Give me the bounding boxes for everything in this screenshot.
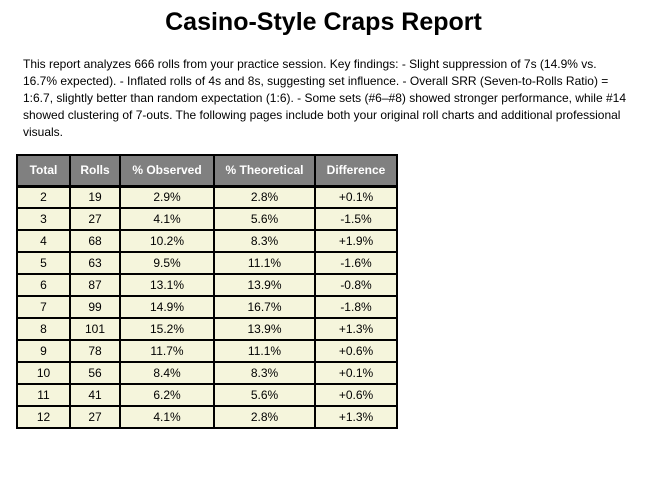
table-cell: 27 (69, 405, 121, 429)
table-cell: 13.1% (119, 273, 215, 297)
table-cell: 5.6% (213, 383, 316, 407)
table-row: 2 19 2.9% 2.8% +0.1% (16, 185, 398, 209)
table-cell: -1.8% (314, 295, 398, 319)
table-cell: 5 (16, 251, 71, 275)
column-header-total: Total (16, 154, 71, 188)
table-row: 11 41 6.2% 5.6% +0.6% (16, 383, 398, 407)
table-cell: +1.9% (314, 229, 398, 253)
table-cell: 2 (16, 185, 71, 209)
table-cell: +0.6% (314, 339, 398, 363)
report-summary: This report analyzes 666 rolls from your… (23, 57, 626, 139)
column-header-rolls: Rolls (69, 154, 121, 188)
table-cell: 63 (69, 251, 121, 275)
table-cell: 99 (69, 295, 121, 319)
table-cell: 2.9% (119, 185, 215, 209)
table-row: 3 27 4.1% 5.6% -1.5% (16, 207, 398, 231)
table-cell: 19 (69, 185, 121, 209)
table-cell: 13.9% (213, 273, 316, 297)
table-cell: -1.5% (314, 207, 398, 231)
column-header-difference: Difference (314, 154, 398, 188)
table-cell: 8.4% (119, 361, 215, 385)
report-page: Casino-Style Craps Report This report an… (0, 8, 647, 429)
table-cell: 11.1% (213, 251, 316, 275)
table-cell: 12 (16, 405, 71, 429)
table-cell: 11 (16, 383, 71, 407)
table-cell: 10 (16, 361, 71, 385)
table-cell: 9.5% (119, 251, 215, 275)
table-cell: +0.6% (314, 383, 398, 407)
table-row: 7 99 14.9% 16.7% -1.8% (16, 295, 398, 319)
table-cell: 16.7% (213, 295, 316, 319)
table-cell: +1.3% (314, 405, 398, 429)
table-cell: 68 (69, 229, 121, 253)
frequency-table-head-row: Total Rolls% Observed% Theoretical Differe… (16, 154, 398, 188)
table-cell: 8.3% (213, 229, 316, 253)
table-cell: +0.1% (314, 185, 398, 209)
frequency-table: Total Rolls% Observed% Theoretical Differe… (16, 154, 398, 429)
table-cell: 3 (16, 207, 71, 231)
table-row: 9 78 11.7% 11.1% +0.6% (16, 339, 398, 363)
table-row: 5 63 9.5% 11.1% -1.6% (16, 251, 398, 275)
table-cell: 78 (69, 339, 121, 363)
table-cell: 2.8% (213, 185, 316, 209)
table-cell: 101 (69, 317, 121, 341)
table-cell: +0.1% (314, 361, 398, 385)
table-cell: 4.1% (119, 207, 215, 231)
table-row: 10 56 8.4% 8.3% +0.1% (16, 361, 398, 385)
table-cell: 6.2% (119, 383, 215, 407)
table-cell: 8 (16, 317, 71, 341)
table-cell: 41 (69, 383, 121, 407)
table-cell: 4 (16, 229, 71, 253)
page-title: Casino-Style Craps Report (165, 8, 482, 36)
table-cell: 15.2% (119, 317, 215, 341)
table-cell: 14.9% (119, 295, 215, 319)
table-cell: 9 (16, 339, 71, 363)
table-cell: -1.6% (314, 251, 398, 275)
table-cell: +1.3% (314, 317, 398, 341)
table-cell: 4.1% (119, 405, 215, 429)
table-cell: 13.9% (213, 317, 316, 341)
table-cell: 6 (16, 273, 71, 297)
table-row: 6 87 13.1% 13.9% -0.8% (16, 273, 398, 297)
table-cell: 11.7% (119, 339, 215, 363)
table-row: 4 68 10.2% 8.3% +1.9% (16, 229, 398, 253)
table-cell: 27 (69, 207, 121, 231)
table-cell: 2.8% (213, 405, 316, 429)
column-header-observed: % Observed (119, 154, 215, 188)
table-cell: 56 (69, 361, 121, 385)
table-cell: 8.3% (213, 361, 316, 385)
table-row: 12 27 4.1% 2.8% +1.3% (16, 405, 398, 429)
table-cell: 7 (16, 295, 71, 319)
table-cell: 5.6% (213, 207, 316, 231)
table-row: 8 101 15.2% 13.9% +1.3% (16, 317, 398, 341)
table-cell: 10.2% (119, 229, 215, 253)
table-cell: 87 (69, 273, 121, 297)
table-cell: 11.1% (213, 339, 316, 363)
column-header-theoretical: % Theoretical (213, 154, 316, 188)
table-cell: -0.8% (314, 273, 398, 297)
frequency-table-body: 2 19 2.9% 2.8% +0.1% 3 27 4.1% 5.6% -1.5% 4 68 10.2%… (16, 185, 398, 429)
